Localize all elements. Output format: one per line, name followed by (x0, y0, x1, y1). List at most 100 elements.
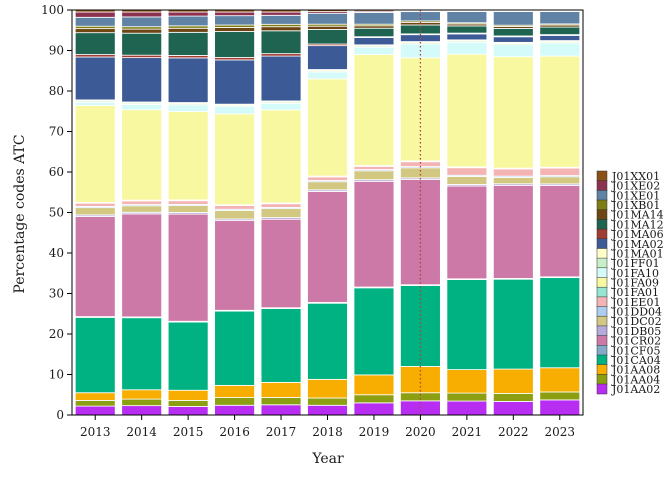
bar-segment-j01aa02-2016 (214, 404, 255, 416)
legend-swatch-j01cr02 (596, 335, 608, 346)
bar-segment-j01fa10-2013 (74, 101, 116, 106)
legend-swatch-j01dd04 (596, 306, 608, 317)
legend-label-j01ma12: J01MA12 (611, 218, 664, 231)
x-tick-label-2018: 2018 (312, 425, 343, 439)
bar-segment-j01ee01-2023 (539, 167, 581, 176)
bar-segment-j01cr02-2023 (539, 185, 581, 278)
bar-segment-j01ca04-2015 (167, 321, 209, 391)
bar-segment-j01fa09-2021 (446, 53, 488, 168)
bar-segment-j01dc02-2015 (167, 205, 209, 213)
bar-segment-j01ee01-2013 (74, 202, 116, 207)
legend-swatch-j01xb01 (596, 199, 608, 211)
bar-segment-j01ca04-2023 (539, 277, 581, 369)
bar-segment-j01fa10-2018 (307, 71, 348, 80)
bar-segment-j01aa08-2021 (446, 369, 488, 394)
x-tick-label-2015: 2015 (173, 425, 204, 439)
bar-segment-j01ma12-2019 (353, 27, 395, 38)
legend-label-j01aa08: J01AA08 (611, 364, 660, 377)
x-tick-label-2020: 2020 (405, 425, 436, 439)
bar-segment-j01xe01-2018 (307, 12, 348, 25)
bar-segment-j01ma14-2014 (121, 28, 163, 34)
legend-swatch-j01ma01 (596, 248, 608, 259)
bar-segment-j01xe02-2014 (121, 11, 163, 18)
bar-segment-j01ma02-2021 (446, 33, 488, 41)
bar-segment-j01fa10-2021 (446, 41, 488, 55)
bar-segment-j01fa10-2015 (167, 104, 209, 112)
legend-swatch-j01fa10 (596, 267, 608, 279)
bar-segment-j01fa09-2019 (353, 54, 395, 166)
bar-segment-j01fa10-2023 (539, 42, 581, 57)
x-tick-label-2023: 2023 (544, 425, 575, 439)
x-tick-label-2019: 2019 (359, 425, 390, 439)
bar-segment-j01fa09-2017 (260, 109, 302, 204)
bar-segment-j01ee01-2015 (167, 200, 209, 205)
bar-segment-j01xe02-2017 (260, 11, 302, 16)
legend-label-j01ma01: J01MA01 (611, 248, 664, 261)
bar-segment-j01dc02-2021 (446, 176, 488, 185)
legend-swatch-j01dc02 (596, 315, 608, 327)
bar-segment-j01ee01-2022 (492, 168, 534, 177)
bar-segment-j01xe01-2019 (353, 12, 395, 25)
y-axis: 0 10 20 30 40 50 60 70 80 90 100 (41, 3, 72, 422)
x-tick-label-2022: 2022 (498, 425, 529, 439)
bar-segment-j01ee01-2018 (307, 176, 348, 181)
bar-segment-j01xe02-2013 (74, 11, 116, 18)
bar-segment-j01ma12-2017 (260, 30, 302, 55)
bar-segment-j01aa02-2022 (492, 401, 534, 416)
bar-segment-j01ma12-2018 (307, 29, 348, 45)
bar-segment-j01fa10-2019 (353, 46, 395, 55)
bar-segment-j01fa10-2016 (214, 106, 255, 115)
bar-segment-j01ma02-2017 (260, 55, 302, 102)
bar-segment-j01ca04-2021 (446, 279, 488, 371)
bar-segment-j01dc02-2022 (492, 176, 534, 185)
bar-segment-j01cr02-2015 (167, 213, 209, 322)
bar-segment-j01aa02-2014 (121, 405, 163, 416)
bars-layer (74, 9, 581, 416)
bar-segment-j01dc02-2019 (353, 170, 395, 181)
legend-label-j01ma02: J01MA02 (611, 238, 664, 251)
bar-segment-j01cr02-2019 (353, 180, 395, 288)
bar-segment-j01fa09-2014 (121, 109, 163, 201)
legend-swatch-j01db05 (596, 325, 608, 337)
bar-segment-j01aa02-2019 (353, 402, 395, 416)
legend-label-j01dc02: J01DC02 (611, 315, 662, 328)
bar-segment-j01fa10-2017 (260, 103, 302, 111)
bar-segment-j01ca04-2022 (492, 278, 534, 370)
legend-swatch-j01ma02 (596, 238, 608, 250)
legend-swatch-j01ma12 (596, 219, 608, 230)
bar-segment-j01ma12-2021 (446, 25, 488, 34)
bar-segment-j01xe01-2017 (260, 14, 302, 25)
bar-segment-j01ee01-2021 (446, 167, 488, 176)
bar-segment-j01cr02-2018 (307, 191, 348, 303)
legend-label-j01ff01: J01FF01 (611, 257, 660, 270)
legend-label-j01cr02: J01CR02 (611, 335, 661, 348)
legend-swatch-j01xe02 (596, 180, 608, 191)
bar-segment-j01aa04-2019 (353, 394, 395, 404)
bar-segment-j01ma12-2016 (214, 31, 255, 58)
x-tick-label-2017: 2017 (266, 425, 297, 439)
bar-segment-j01fa09-2018 (307, 78, 348, 177)
legend: J01XX01J01XE02J01XE01J01XB01J01MA14J01MA… (596, 170, 664, 396)
bar-segment-j01xe01-2013 (74, 16, 116, 27)
bar-segment-j01ma12-2015 (167, 31, 209, 56)
bar-segment-j01aa04-2017 (260, 397, 302, 406)
legend-label-j01ma14: J01MA14 (611, 209, 664, 222)
legend-label-j01aa04: J01AA04 (611, 373, 660, 386)
bar-segment-j01ca04-2016 (214, 310, 255, 386)
legend-label-j01db05: J01DB05 (611, 325, 661, 338)
bar-segment-j01fa09-2020 (400, 57, 441, 162)
bar-segment-j01ca04-2019 (353, 287, 395, 376)
y-tick-label-80: 80 (49, 84, 64, 98)
bar-segment-j01aa08-2015 (167, 389, 209, 401)
y-tick-label-90: 90 (49, 44, 64, 58)
bar-segment-j01fa09-2023 (539, 55, 581, 168)
legend-swatch-j01aa08 (596, 364, 608, 375)
bar-segment-j01fa09-2015 (167, 111, 209, 201)
legend-swatch-j01fa09 (596, 277, 608, 288)
y-tick-label-30: 30 (49, 287, 64, 301)
bar-segment-j01dc02-2017 (260, 208, 302, 219)
legend-swatch-j01xe01 (596, 190, 608, 201)
bar-segment-j01ma12-2014 (121, 32, 163, 56)
bar-segment-j01xe01-2020 (400, 11, 441, 22)
